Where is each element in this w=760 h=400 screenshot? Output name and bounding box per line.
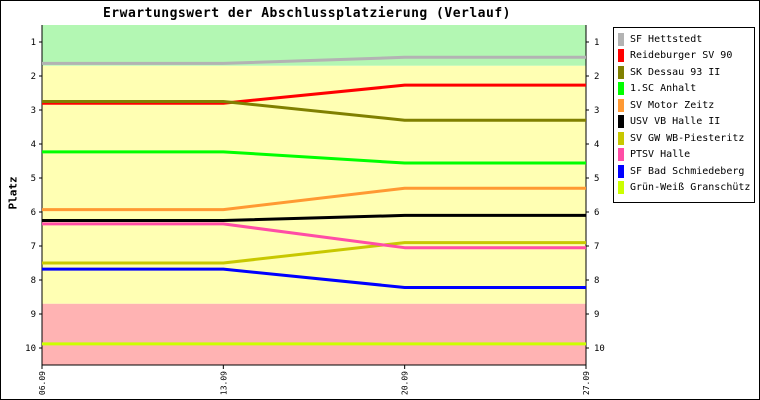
legend-item: SF Bad Schmiedeberg bbox=[618, 163, 754, 180]
legend-item: 1.SC Anhalt bbox=[618, 81, 754, 98]
series-line-8 bbox=[42, 267, 586, 289]
y-tick-label-right: 10 bbox=[594, 344, 605, 354]
legend: SF Hettstedt Reideburger SV 90 SK Dessau 9… bbox=[613, 27, 755, 203]
legend-label: SK Dessau 93 II bbox=[630, 66, 721, 78]
x-tick-label: 06.09 bbox=[38, 371, 47, 395]
y-tick-label-left: 1 bbox=[31, 38, 36, 48]
legend-item: PTSV Halle bbox=[618, 147, 754, 164]
y-tick-label-left: 2 bbox=[31, 72, 36, 82]
y-tick-label-left: 6 bbox=[31, 208, 36, 218]
y-tick-label-right: 7 bbox=[594, 242, 599, 252]
y-tick-label-right: 9 bbox=[594, 310, 599, 320]
legend-label: SF Bad Schmiedeberg bbox=[630, 165, 745, 177]
y-tick-label-right: 2 bbox=[594, 72, 599, 82]
y-tick-label-right: 1 bbox=[594, 38, 599, 48]
y-tick-label-left: 8 bbox=[31, 276, 36, 286]
y-tick-label-left: 7 bbox=[31, 242, 36, 252]
y-tick-label-right: 5 bbox=[594, 174, 599, 184]
x-tick-label: 27.09 bbox=[582, 371, 591, 395]
y-tick-label-left: 10 bbox=[25, 344, 36, 354]
legend-item: SV Motor Zeitz bbox=[618, 97, 754, 114]
legend-swatch bbox=[618, 82, 624, 96]
legend-swatch bbox=[618, 148, 624, 162]
y-tick-label-right: 4 bbox=[594, 140, 599, 150]
y-tick-label-left: 5 bbox=[31, 174, 36, 184]
y-tick-label-left: 4 bbox=[31, 140, 36, 150]
legend-swatch bbox=[618, 164, 624, 178]
series-line-3 bbox=[42, 150, 586, 165]
legend-item: Grün-Weiß Granschütz bbox=[618, 180, 754, 197]
legend-item: SV GW WB-Piesteritz bbox=[618, 130, 754, 147]
series-line-1 bbox=[42, 83, 586, 105]
legend-swatch bbox=[618, 32, 624, 46]
y-tick-label-right: 6 bbox=[594, 208, 599, 218]
band-2 bbox=[42, 303, 586, 365]
legend-label: Reideburger SV 90 bbox=[630, 50, 733, 62]
legend-item: SF Hettstedt bbox=[618, 31, 754, 48]
series-line-5 bbox=[42, 213, 586, 222]
legend-swatch bbox=[618, 181, 624, 195]
legend-swatch bbox=[618, 49, 624, 63]
y-tick-label-right: 3 bbox=[594, 106, 599, 116]
series-line-7 bbox=[42, 222, 586, 250]
legend-item: SK Dessau 93 II bbox=[618, 64, 754, 81]
legend-item: Reideburger SV 90 bbox=[618, 48, 754, 65]
legend-label: PTSV Halle bbox=[630, 149, 691, 161]
series-line-0 bbox=[42, 55, 586, 65]
legend-swatch bbox=[618, 115, 624, 129]
x-tick-label: 20.09 bbox=[401, 371, 410, 395]
legend-swatch bbox=[618, 65, 624, 79]
y-tick-label-right: 8 bbox=[594, 276, 599, 286]
legend-item: USV VB Halle II bbox=[618, 114, 754, 131]
series-line-4 bbox=[42, 186, 586, 212]
x-tick-label: 13.09 bbox=[219, 371, 228, 395]
legend-label: SV Motor Zeitz bbox=[630, 99, 715, 111]
y-tick-label-left: 9 bbox=[31, 310, 36, 320]
chart-title: Erwartungswert der Abschlussplatzierung … bbox=[102, 6, 511, 21]
legend-swatch bbox=[618, 98, 624, 112]
series-line-6 bbox=[42, 241, 586, 265]
legend-label: USV VB Halle II bbox=[630, 116, 721, 128]
series-line-2 bbox=[42, 100, 586, 122]
y-tick-label-left: 3 bbox=[31, 106, 36, 116]
legend-label: SF Hettstedt bbox=[630, 33, 703, 45]
legend-swatch bbox=[618, 131, 624, 145]
legend-label: 1.SC Anhalt bbox=[630, 83, 697, 95]
legend-label: Grün-Weiß Granschütz bbox=[630, 182, 751, 194]
legend-label: SV GW WB-Piesteritz bbox=[630, 132, 745, 144]
